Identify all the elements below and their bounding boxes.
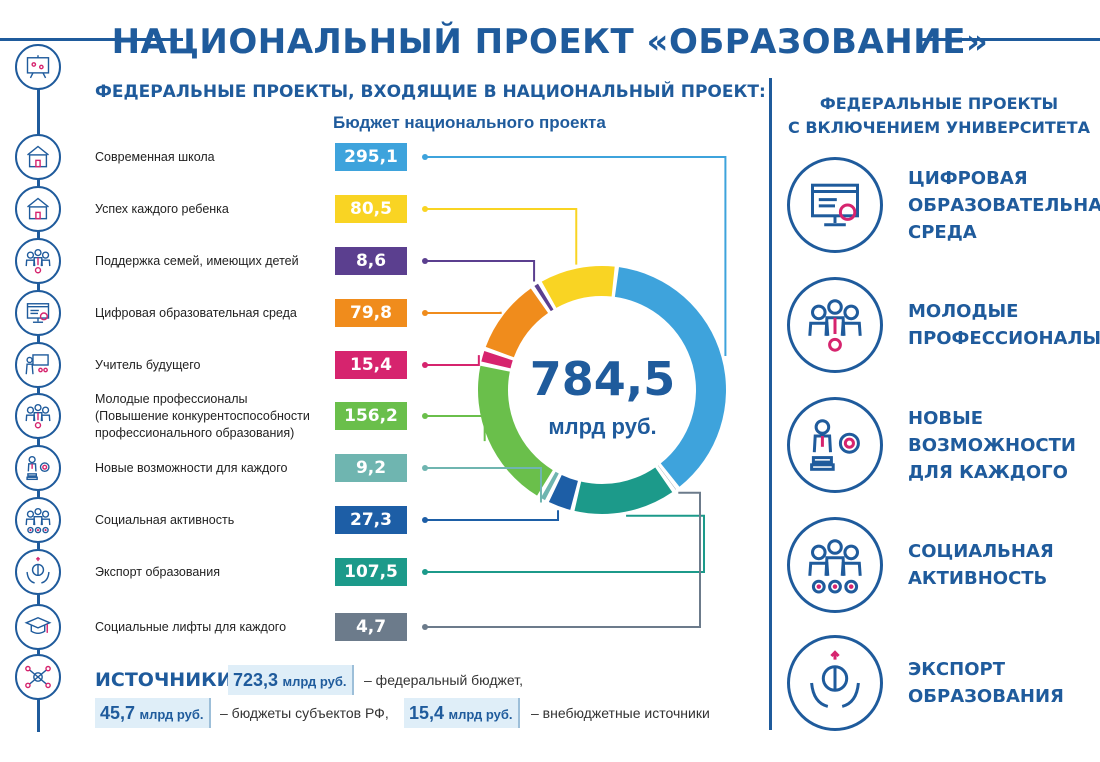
school-icon xyxy=(15,186,61,232)
people-award-icon xyxy=(15,238,61,284)
cap-icon xyxy=(15,604,61,650)
regional-amount-box: 45,7 млрд руб. xyxy=(95,698,211,728)
computer-icon xyxy=(15,290,61,336)
connector-line xyxy=(425,260,536,282)
project-value: 27,3 xyxy=(335,506,407,534)
project-value: 295,1 xyxy=(335,143,407,171)
connector-dot xyxy=(422,517,428,523)
donut-slice xyxy=(614,267,726,487)
group-stars-icon xyxy=(15,497,61,543)
connector-dot xyxy=(422,310,428,316)
title-rule-right xyxy=(917,38,1100,41)
connector-line xyxy=(425,156,727,357)
project-label: Новые возможности для каждого xyxy=(95,460,288,475)
project-value: 4,7 xyxy=(335,613,407,641)
project-label: Современная школа xyxy=(95,149,215,164)
person-medal-icon xyxy=(787,397,883,493)
extra-text: – внебюджетные источники xyxy=(531,705,710,721)
project-value: 79,8 xyxy=(335,299,407,327)
project-label: Цифровая образовательная среда xyxy=(95,305,297,320)
project-label: Социальная активность xyxy=(95,512,235,527)
connector-line xyxy=(425,415,486,442)
connector-line xyxy=(425,467,542,503)
person-medal-icon xyxy=(15,445,61,491)
connector-dot xyxy=(422,465,428,471)
connector-line xyxy=(425,208,578,265)
project-label: Поддержка семей, имеющих детей xyxy=(95,253,299,268)
connector-dot xyxy=(422,413,428,419)
people-award-icon xyxy=(15,393,61,439)
federal-text: – федеральный бюджет, xyxy=(364,672,523,688)
extra-unit: млрд руб. xyxy=(448,707,513,722)
connector-dot xyxy=(422,569,428,575)
donut-slice xyxy=(481,350,513,369)
connector-line xyxy=(425,491,701,628)
project-label: Экспорт образования xyxy=(95,564,220,579)
university-projects-heading: ФЕДЕРАЛЬНЫЕ ПРОЕКТЫ С ВКЛЮЧЕНИЕМ УНИВЕРС… xyxy=(780,92,1098,140)
regional-amount: 45,7 xyxy=(100,703,136,723)
regional-text: – бюджеты субъектов РФ, xyxy=(220,705,389,721)
donut-slice xyxy=(548,474,578,510)
school-icon xyxy=(15,134,61,180)
connector-dot xyxy=(422,206,428,212)
header: НАЦИОНАЛЬНЫЙ ПРОЕКТ «ОБРАЗОВАНИЕ» xyxy=(0,10,1100,62)
donut-slice xyxy=(541,266,615,308)
extra-amount-box: 15,4 млрд руб. xyxy=(404,698,520,728)
donut-slice xyxy=(478,365,553,496)
connector-line xyxy=(425,510,560,521)
project-value: 107,5 xyxy=(335,558,407,586)
project-label: Молодые профессионалы (Повышение конкуре… xyxy=(95,391,310,440)
network-icon xyxy=(15,654,61,700)
connector-line xyxy=(425,355,480,366)
project-value: 15,4 xyxy=(335,351,407,379)
page-title: НАЦИОНАЛЬНЫЙ ПРОЕКТ «ОБРАЗОВАНИЕ» xyxy=(111,22,989,62)
extra-amount: 15,4 xyxy=(409,703,445,723)
project-value: 156,2 xyxy=(335,402,407,430)
total-unit: млрд руб. xyxy=(548,414,657,439)
section-divider xyxy=(769,78,772,730)
sources-label: ИСТОЧНИКИ: xyxy=(95,669,241,691)
total-value: 784,5 xyxy=(529,352,676,406)
federal-amount: 723,3 xyxy=(233,670,279,690)
teacher-icon xyxy=(15,342,61,388)
project-label: Успех каждого ребенка xyxy=(95,201,229,216)
connector-dot xyxy=(422,258,428,264)
regional-unit: млрд руб. xyxy=(139,707,204,722)
connector-dot xyxy=(422,624,428,630)
university-project-label: ЦИФРОВАЯ ОБРАЗОВАТЕЛЬНАЯ СРЕДА xyxy=(908,167,1100,243)
federal-unit: млрд руб. xyxy=(282,674,347,689)
connector-line xyxy=(425,311,502,314)
university-heading-text: ФЕДЕРАЛЬНЫЕ ПРОЕКТЫ С ВКЛЮЧЕНИЕМ УНИВЕРС… xyxy=(788,94,1090,137)
people-award-icon xyxy=(787,277,883,373)
donut-slice xyxy=(534,283,554,312)
budget-heading: Бюджет национального проекта xyxy=(333,113,606,132)
brain-hands-icon xyxy=(787,635,883,731)
donut-slice xyxy=(485,288,549,358)
donut-slice xyxy=(540,471,559,501)
project-label: Учитель будущего xyxy=(95,357,201,372)
brain-hands-icon xyxy=(15,549,61,595)
board-icon xyxy=(15,44,61,90)
federal-amount-box: 723,3 млрд руб. xyxy=(228,665,354,695)
university-project-label: НОВЫЕ ВОЗМОЖНОСТИ ДЛЯ КАЖДОГО xyxy=(908,407,1076,483)
connector-line xyxy=(425,514,705,573)
title-rule-left xyxy=(0,38,183,41)
project-label: Социальные лифты для каждого xyxy=(95,619,287,634)
university-project-label: СОЦИАЛЬНАЯ АКТИВНОСТЬ xyxy=(908,541,1054,589)
group-stars-icon xyxy=(787,517,883,613)
federal-projects-heading: ФЕДЕРАЛЬНЫЕ ПРОЕКТЫ, ВХОДЯЩИЕ В НАЦИОНАЛ… xyxy=(95,82,766,102)
donut-slice xyxy=(657,465,677,490)
university-project-label: ЭКСПОРТ ОБРАЗОВАНИЯ xyxy=(908,659,1064,707)
project-value: 8,6 xyxy=(335,247,407,275)
donut-slice xyxy=(574,467,673,514)
university-project-label: МОЛОДЫЕ ПРОФЕССИОНАЛЫ xyxy=(908,301,1100,349)
connector-dot xyxy=(422,362,428,368)
project-value: 9,2 xyxy=(335,454,407,482)
connector-dot xyxy=(422,154,428,160)
computer-icon xyxy=(787,157,883,253)
project-value: 80,5 xyxy=(335,195,407,223)
